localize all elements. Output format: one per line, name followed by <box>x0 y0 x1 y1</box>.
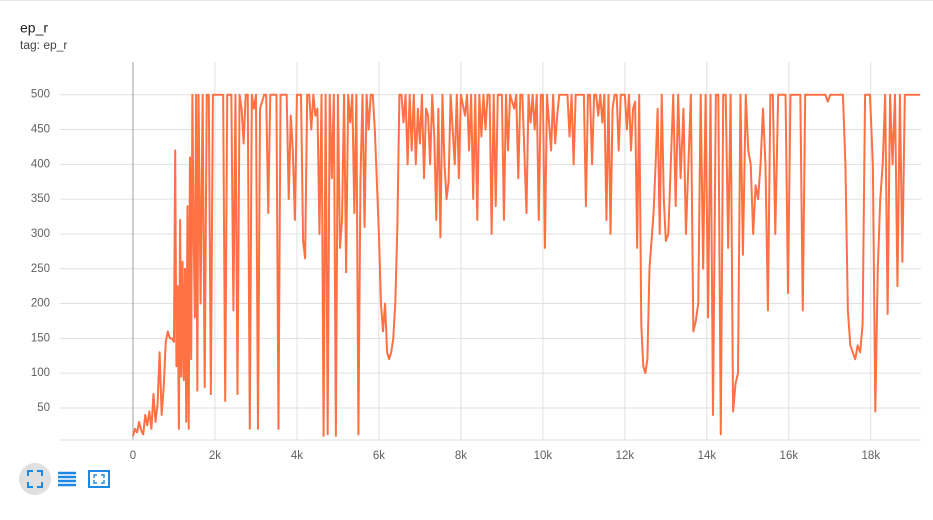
y-tick-label: 300 <box>31 228 50 240</box>
x-tick-label: 18k <box>862 450 881 462</box>
plot <box>132 93 920 437</box>
x-tick-label: 0 <box>130 450 136 462</box>
x-tick-label: 14k <box>698 450 717 462</box>
y-tick-label: 350 <box>31 193 50 205</box>
x-tick-label: 6k <box>373 450 385 462</box>
x-tick-label: 10k <box>534 450 553 462</box>
chart-title: ep_r <box>20 20 48 36</box>
y-tick-label: 400 <box>31 158 50 170</box>
icon <box>27 470 43 488</box>
x-tick-label: 8k <box>455 450 467 462</box>
toggle-log-button[interactable] <box>58 471 76 487</box>
chart-subtitle: tag: ep_r <box>20 38 67 52</box>
x-tick-label: 2k <box>209 450 221 462</box>
y-tick-label: 150 <box>31 332 50 344</box>
y-tick-label: 250 <box>31 263 50 275</box>
fit-domain-button[interactable] <box>19 463 51 495</box>
y-tick-label: 450 <box>31 124 50 136</box>
y-tick-label: 500 <box>31 89 50 101</box>
y-tick-label: 50 <box>37 402 50 414</box>
icon <box>88 470 110 488</box>
x-tick-label: 12k <box>616 450 635 462</box>
expand-button[interactable] <box>88 470 110 488</box>
y-tick-label: 100 <box>31 367 50 379</box>
x-tick-label: 16k <box>780 450 799 462</box>
x-tick-label: 4k <box>291 450 303 462</box>
icon <box>58 471 76 487</box>
y-tick-label: 200 <box>31 298 50 310</box>
icon <box>93 474 105 484</box>
ticks: 50 100 150 200 250 300 350 400 450 500 0 2k 4k 6k 8k 10… <box>31 89 881 462</box>
button-bg <box>19 463 51 495</box>
data-line <box>132 93 920 437</box>
